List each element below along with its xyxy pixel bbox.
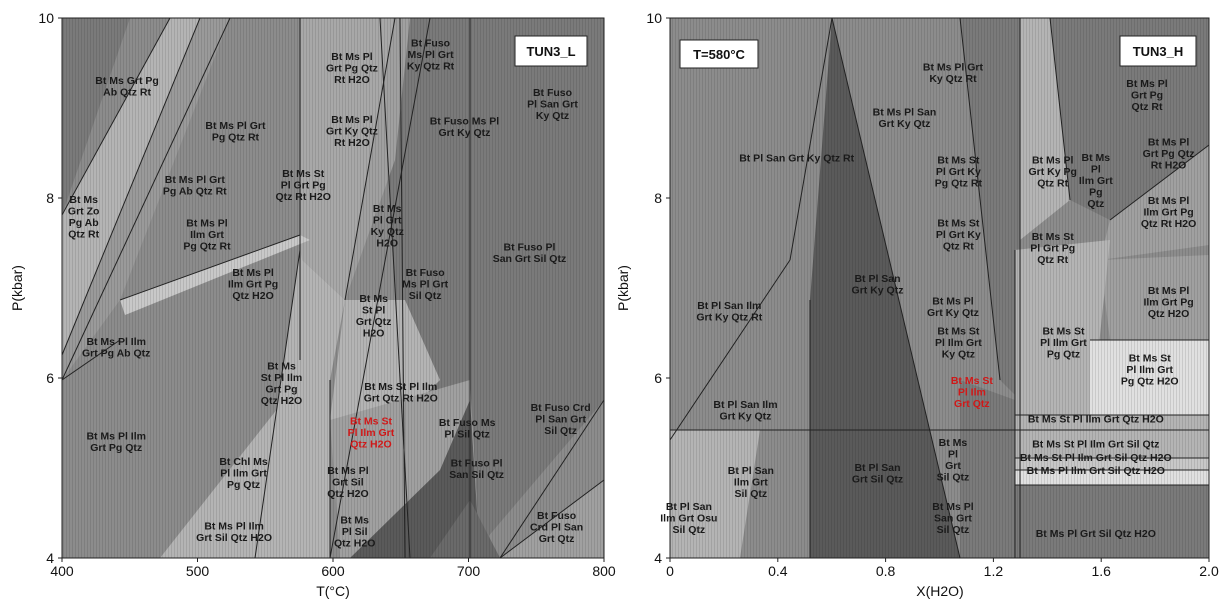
field-label: Bt Ms Pl Grt Ky Qtz Rt [923,61,984,85]
field-label: Bt Ms St Pl Ilm Grt Pg Qtz [1040,326,1087,361]
field-label: Bt Ms Pl Ilm Grt Pg Qtz [86,430,146,454]
right-diagram: Bt Ms Pl Grt Ky Qtz Rt Bt Ms Pl San Grt Ky … [615,10,1219,599]
field-label: Bt Ms St Pl Ilm Grt Sil Qtz [1032,439,1159,451]
field-label: Bt Ms Pl Grt Sil Qtz H2O [327,465,369,500]
field-label: Bt Fuso Ms Pl Grt Sil Qtz [402,267,449,302]
y-tick-label: 8 [654,190,662,206]
field-label: Bt Ms St Pl Grt Pg Qtz Rt H2O [275,168,330,203]
field-label: Bt Ms Pl Ilm Grt Pg Qtz [1079,152,1113,210]
left-field-labels: Bt Ms Grt Pg Ab Qtz Rt Bt Ms Pl Grt Pg Qtz … [68,38,591,550]
y-tick-label: 10 [646,10,662,26]
field-label: Bt Ms St Pl Ilm Grt Qtz [951,375,994,410]
temperature-annotation: T=580°C [693,47,745,62]
x-tick-label: 1.2 [984,563,1004,579]
field-label: Bt Ms St Pl Ilm Grt Qtz H2O [348,416,395,451]
field-label: Bt Fuso Pl San Sil Qtz [449,457,504,481]
left-x-axis-label: T(°C) [316,583,350,599]
x-tick-label: 1.6 [1091,563,1111,579]
right-chart-title: TUN3_H [1133,44,1184,59]
right-y-axis-label: P(kbar) [615,265,631,311]
field-label: Bt Ms Pl Grt Pg Qtz Rt [1126,78,1168,113]
field-label: Bt Pl San Ilm Grt Osu Sil Qtz [660,501,717,536]
field-label: Bt Ms Pl Grt Pg Ab Qtz Rt [163,174,227,198]
field-label: Bt Ms St Pl Ilm Grt Pg Qtz H2O [261,360,302,407]
y-tick-label: 4 [654,550,662,566]
y-tick-label: 6 [46,370,54,386]
field-label: Bt Ms Pl Grt Ky Qtz [927,295,979,319]
field-label: Bt Ms Pl Grt Ky Qtz Rt H2O [326,114,378,149]
field-label: Bt Ms Pl Grt Ky Qtz H2O [371,203,404,250]
left-tick-labels: 400 500 600 700 800 4 6 8 10 [38,10,615,579]
field-label: Bt Ms St Pl Grt Ky Qtz Rt [936,218,981,253]
y-tick-label: 6 [654,370,662,386]
field-label: Bt Ms Pl Ilm Grt Pg Qtz H2O [228,267,278,302]
field-label: Bt Fuso Crd Pl San Grt Sil Qtz [531,402,591,437]
field-label: Bt Ms Pl San Grt Sil Qtz [932,501,974,536]
field-label: Bt Ms Pl Ilm Grt Pg Qtz Rt H2O [1141,195,1196,230]
field-boundaries [670,18,1209,558]
x-tick-label: 500 [186,563,210,579]
field-label: Bt Pl San Ilm Grt Ky Qtz [713,399,777,423]
field-label: Bt Ms St Pl Grt Pg Qtz Rt [1030,231,1075,266]
field-label: Bt Ms St Pl Ilm Grt Pg Qtz H2O [1121,353,1179,388]
field-label: Bt Ms Pl San Grt Ky Qtz [873,106,937,130]
field-label: Bt Ms Pl Grt Sil Qtz [937,437,970,484]
right-x-axis-label: X(H2O) [916,583,963,599]
field-label: Bt Pl San Grt Sil Qtz [852,462,903,486]
field-label: Bt Ms St Pl Ilm Grt Sil Qtz H2O [1020,452,1172,464]
field-label: Bt Ms Grt Pg Ab Qtz Rt [95,75,159,99]
right-field-labels: Bt Ms Pl Grt Ky Qtz Rt Bt Ms Pl San Grt Ky … [660,61,1196,540]
right-fields [670,18,1209,558]
y-tick-label: 8 [46,190,54,206]
field-label: Bt Ms Pl Grt Sil Qtz H2O [1036,528,1156,540]
x-tick-label: 400 [50,563,74,579]
field-label: Bt Ms Pl Grt Pg Qtz Rt H2O [1143,137,1195,172]
field-boundaries [62,18,604,558]
field-label: Bt Fuso Crd Pl San Grt Qtz [530,510,583,545]
x-tick-label: 0.8 [876,563,896,579]
field-label: Bt Pl San Grt Ky Qtz Rt [739,153,854,165]
x-tick-label: 800 [592,563,616,579]
field-label: Bt Ms Pl Ilm Grt Pg Ab Qtz [82,336,150,360]
field-label: Bt Fuso Pl San Grt Sil Qtz [493,241,567,265]
field-label: Bt Ms Pl Ilm Grt Sil Qtz H2O [196,520,272,544]
field-label: Bt Ms Pl Ilm Grt Pg Qtz H2O [1143,285,1193,320]
field-label: Bt Pl San Ilm Grt Sil Qtz [728,465,774,500]
field-label: Bt Ms St Pl Grt Ky Pg Qtz Rt [935,155,983,190]
field-label: Bt Ms Pl Sil Qtz H2O [334,515,375,550]
left-chart-title: TUN3_L [526,44,575,59]
right-tick-labels: 0 0.4 0.8 1.2 1.6 2.0 4 6 8 10 [646,10,1219,579]
field-label: Bt Ms St Pl Ilm Grt Ky Qtz [935,326,982,361]
field-label: Bt Ms St Pl Ilm Grt Qtz H2O [1028,414,1164,426]
field-label: Bt Ms Pl Ilm Grt Sil Qtz H2O [1027,465,1165,477]
field-label: Bt Pl San Ilm Grt Ky Qtz Rt [696,300,762,324]
left-y-axis-label: P(kbar) [9,265,25,311]
field-label: Bt Fuso Ms Pl Grt Ky Qtz Rt [407,38,455,73]
field-label: Bt Ms St Pl Ilm Grt Qtz Rt H2O [364,381,438,405]
field-label: Bt Fuso Pl San Grt Ky Qtz [527,87,578,122]
field-label: Bt Ms Pl Grt Pg Qtz Rt [205,120,266,144]
field-label: Bt Ms Pl Ilm Grt Pg Qtz Rt [183,218,231,253]
x-tick-label: 600 [321,563,345,579]
left-title-box [514,35,588,67]
x-tick-label: 2.0 [1199,563,1219,579]
field-label: Bt Fuso Ms Pl Grt Ky Qtz [430,115,500,139]
left-diagram: Bt Ms Grt Pg Ab Qtz Rt Bt Ms Pl Grt Pg Qtz … [9,10,616,599]
field-label: Bt Chl Ms Pl Ilm Grt Pg Qtz [219,456,268,491]
field-label: Bt Ms Grt Zo Pg Ab Qtz Rt [68,194,100,241]
x-tick-label: 700 [457,563,481,579]
field-label: Bt Ms St Pl Grt Qtz H2O [356,293,392,340]
y-tick-label: 4 [46,550,54,566]
field-label: Bt Ms Pl Grt Pg Qtz Rt H2O [326,51,378,86]
y-tick-label: 10 [38,10,54,26]
x-tick-label: 0.4 [768,563,788,579]
field-label: Bt Fuso Ms Pl Sil Qtz [439,417,496,441]
right-annotation-box [679,39,759,69]
right-title-box [1119,35,1197,67]
left-fields [62,18,604,558]
x-tick-label: 0 [666,563,674,579]
field-label: Bt Ms Pl Grt Ky Pg Qtz Rt [1028,155,1076,190]
field-label: Bt Pl San Grt Ky Qtz [852,273,904,297]
